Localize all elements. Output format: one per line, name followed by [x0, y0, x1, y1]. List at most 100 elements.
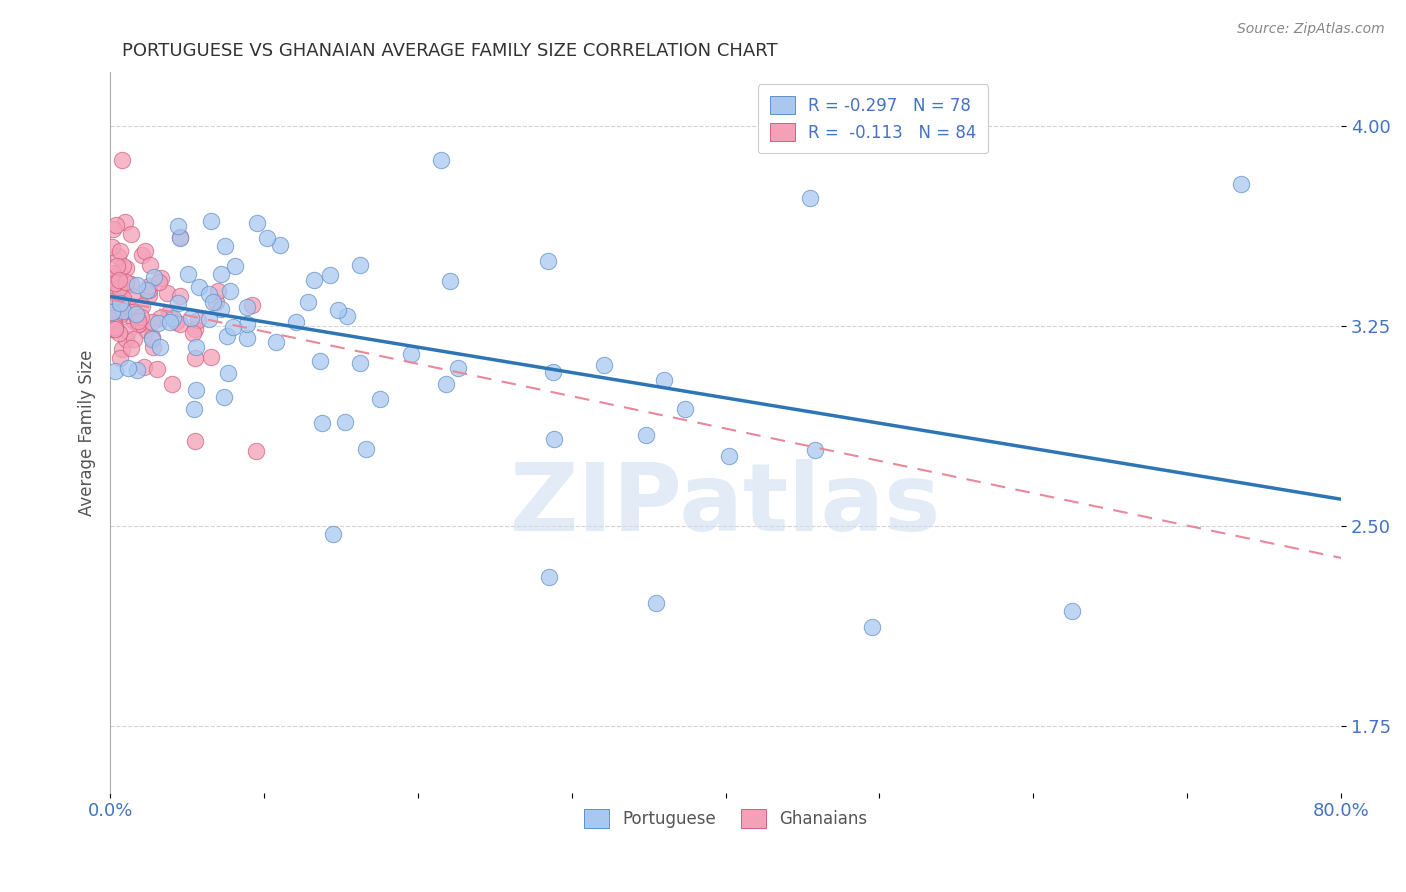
- Point: [108, 266, 131, 280]
- Point: [370, 392, 392, 406]
- Point: [107, 249, 129, 263]
- Point: [128, 318, 150, 332]
- Point: [100, 240, 122, 254]
- Point: [121, 288, 143, 302]
- Point: [439, 274, 461, 288]
- Point: [110, 296, 132, 310]
- Point: [284, 315, 307, 329]
- Point: [104, 277, 127, 291]
- Point: [304, 273, 326, 287]
- Point: [169, 231, 191, 245]
- Point: [236, 300, 259, 314]
- Point: [336, 309, 359, 323]
- Point: [187, 313, 209, 327]
- Point: [803, 443, 825, 458]
- Point: [135, 283, 157, 297]
- Point: [183, 402, 205, 417]
- Point: [141, 315, 163, 329]
- Point: [131, 299, 153, 313]
- Point: [165, 315, 187, 329]
- Point: [200, 214, 222, 228]
- Point: [184, 340, 207, 354]
- Point: [537, 569, 560, 583]
- Point: [246, 216, 269, 230]
- Point: [634, 428, 657, 442]
- Point: [328, 303, 350, 318]
- Text: Source: ZipAtlas.com: Source: ZipAtlas.com: [1237, 22, 1385, 37]
- Point: [117, 361, 139, 376]
- Point: [117, 324, 139, 338]
- Point: [215, 328, 238, 343]
- Point: [100, 322, 122, 336]
- Point: [211, 268, 233, 282]
- Point: [115, 261, 138, 276]
- Point: [217, 366, 239, 380]
- Point: [100, 277, 122, 292]
- Point: [200, 350, 222, 364]
- Point: [184, 434, 207, 448]
- Point: [181, 326, 204, 340]
- Point: [434, 376, 457, 391]
- Point: [125, 307, 148, 321]
- Point: [430, 153, 453, 168]
- Point: [104, 322, 127, 336]
- Point: [108, 308, 131, 322]
- Point: [222, 320, 245, 334]
- Point: [180, 311, 202, 326]
- Point: [143, 270, 166, 285]
- Point: [198, 312, 221, 326]
- Point: [322, 527, 344, 541]
- Point: [120, 277, 142, 291]
- Point: [543, 433, 565, 447]
- Point: [108, 326, 131, 340]
- Point: [204, 295, 226, 310]
- Point: [108, 244, 131, 258]
- Point: [101, 266, 124, 280]
- Point: [169, 230, 191, 244]
- Point: [103, 322, 125, 336]
- Point: [212, 390, 235, 404]
- Point: [103, 312, 125, 326]
- Point: [127, 278, 149, 293]
- Point: [799, 191, 821, 205]
- Text: ZIPatlas: ZIPatlas: [510, 458, 941, 550]
- Point: [145, 362, 167, 376]
- Point: [111, 304, 134, 318]
- Point: [183, 351, 205, 365]
- Point: [160, 377, 183, 392]
- Point: [138, 284, 160, 298]
- Point: [111, 342, 134, 356]
- Point: [157, 306, 180, 320]
- Point: [219, 284, 242, 298]
- Point: [236, 317, 259, 331]
- Point: [148, 316, 170, 330]
- Point: [186, 383, 208, 397]
- Point: [104, 320, 127, 334]
- Point: [100, 298, 122, 312]
- Point: [149, 270, 172, 285]
- Point: [108, 280, 131, 294]
- Point: [224, 259, 246, 273]
- Point: [717, 449, 740, 463]
- Point: [167, 219, 190, 234]
- Point: [100, 269, 122, 284]
- Point: [108, 289, 131, 303]
- Point: [187, 280, 209, 294]
- Point: [104, 308, 127, 322]
- Point: [214, 239, 236, 253]
- Point: [349, 356, 371, 370]
- Point: [108, 297, 131, 311]
- Point: [162, 311, 184, 326]
- Point: [184, 322, 207, 336]
- Point: [139, 258, 162, 272]
- Point: [652, 373, 675, 387]
- Point: [108, 351, 131, 365]
- Point: [236, 331, 259, 345]
- Point: [319, 268, 342, 283]
- Point: [112, 260, 135, 274]
- Point: [111, 153, 134, 168]
- Point: [105, 259, 128, 273]
- Point: [142, 340, 165, 354]
- Point: [645, 596, 668, 610]
- Point: [149, 311, 172, 326]
